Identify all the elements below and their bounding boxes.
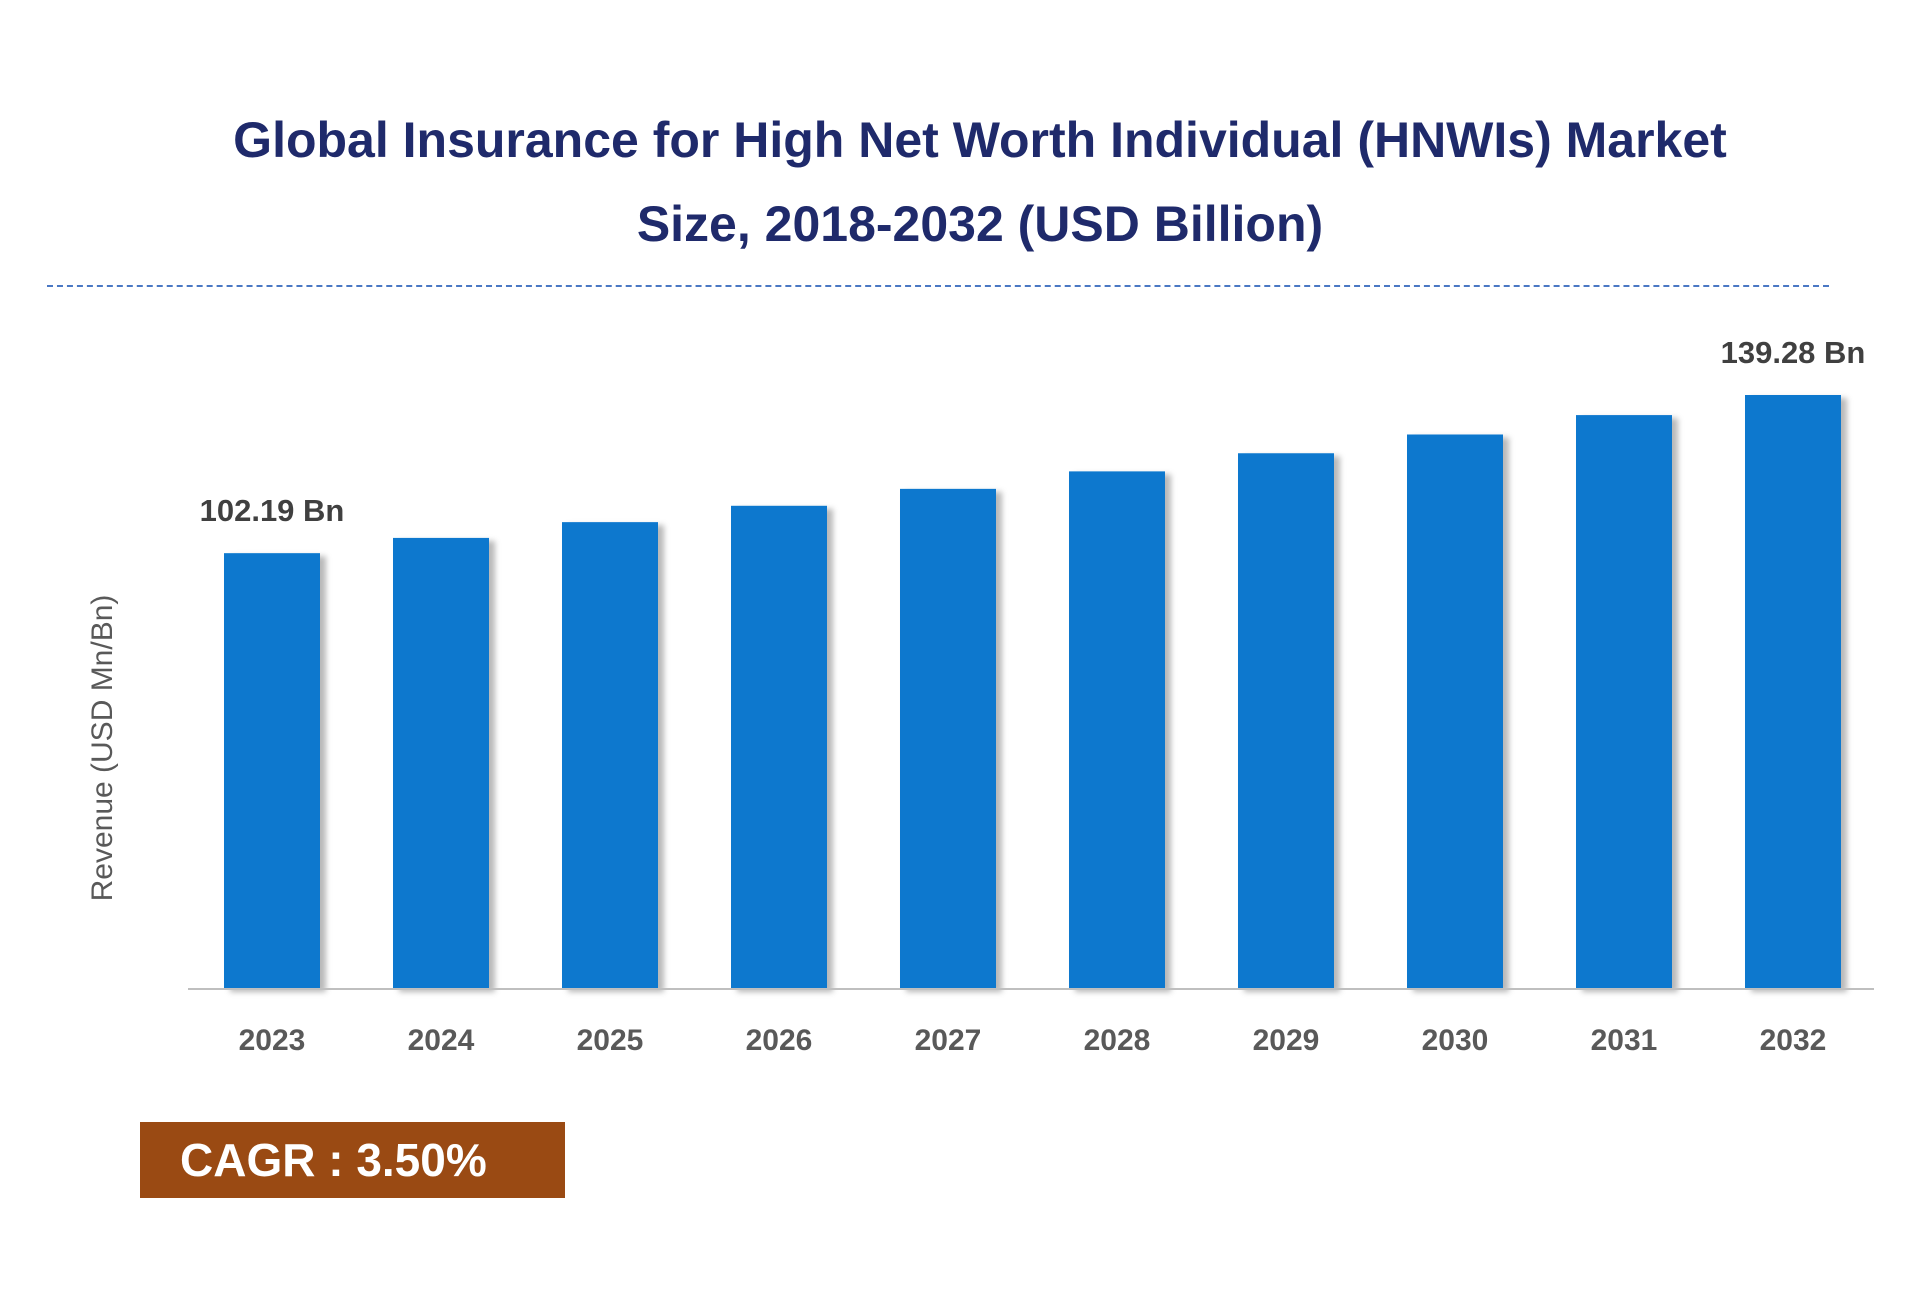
x-tick-2032: 2032 <box>1760 1024 1827 1057</box>
bar-2032 <box>1745 395 1841 989</box>
chart-title: Global Insurance for High Net Worth Indi… <box>90 98 1870 266</box>
data-labels: 102.19 Bn 139.28 Bn <box>200 335 1866 528</box>
x-tick-2026: 2026 <box>746 1024 813 1057</box>
y-axis-label: Revenue (USD Mn/Bn) <box>86 595 119 902</box>
x-tick-2031: 2031 <box>1591 1024 1658 1057</box>
chart-title-line-1: Global Insurance for High Net Worth Indi… <box>233 112 1727 168</box>
x-tick-2024: 2024 <box>408 1024 475 1057</box>
x-tick-2029: 2029 <box>1253 1024 1320 1057</box>
x-tick-2025: 2025 <box>577 1024 644 1057</box>
chart-title-line-2: Size, 2018-2032 (USD Billion) <box>636 196 1324 252</box>
bar-2025 <box>562 522 658 989</box>
x-tick-2028: 2028 <box>1084 1024 1151 1057</box>
bar-2027 <box>900 488 996 989</box>
x-tick-2030: 2030 <box>1422 1024 1489 1057</box>
bars-group <box>224 395 1841 989</box>
data-label-2023: 102.19 Bn <box>200 493 345 528</box>
data-label-2032: 139.28 Bn <box>1721 335 1866 370</box>
x-tick-labels: 2023 2024 2025 2026 2027 2028 2029 2030 2031 2032 <box>239 1024 1827 1057</box>
x-tick-2023: 2023 <box>239 1024 306 1057</box>
x-tick-2027: 2027 <box>915 1024 982 1057</box>
title-divider <box>47 285 1829 287</box>
bar-2031 <box>1576 415 1672 989</box>
bar-2029 <box>1238 453 1334 989</box>
cagr-badge: CAGR : 3.50% <box>140 1122 565 1198</box>
bar-2028 <box>1069 471 1165 989</box>
bar-2030 <box>1407 434 1503 989</box>
bar-2024 <box>393 537 489 989</box>
bar-2026 <box>731 505 827 989</box>
bar-2023 <box>224 553 320 989</box>
